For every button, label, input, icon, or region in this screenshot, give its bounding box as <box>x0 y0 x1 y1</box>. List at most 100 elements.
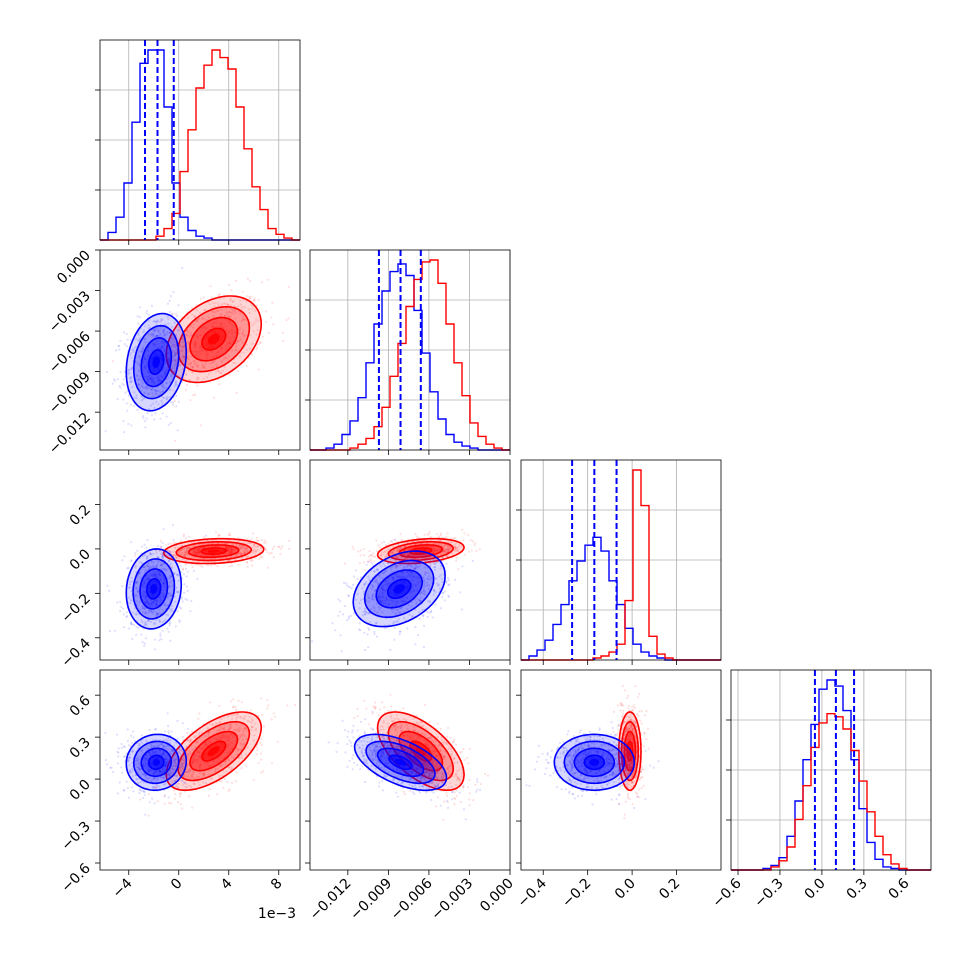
red-sample-point <box>231 349 234 352</box>
blue-sample-point <box>162 582 165 585</box>
blue-sample-point <box>127 394 130 397</box>
blue-sample-point <box>158 771 161 774</box>
red-sample-point <box>149 551 152 555</box>
blue-sample-point <box>173 352 176 355</box>
blue-sample-point <box>167 376 170 379</box>
blue-sample-point <box>424 593 427 596</box>
blue-sample-point <box>159 563 163 567</box>
blue-sample-point <box>394 608 397 612</box>
blue-sample-point <box>153 638 156 641</box>
blue-sample-point <box>375 635 379 638</box>
blue-sample-point <box>418 592 421 596</box>
blue-sample-point <box>152 552 155 555</box>
red-sample-point <box>198 356 201 360</box>
blue-sample-point <box>387 582 390 585</box>
blue-sample-point <box>181 266 184 269</box>
blue-density-peak <box>393 584 405 594</box>
blue-contour-line <box>125 548 183 630</box>
blue-sample-point <box>172 290 175 294</box>
blue-sample-point <box>358 622 361 625</box>
red-sample-point <box>184 771 187 774</box>
red-sample-point <box>242 541 246 544</box>
blue-sample-point <box>167 725 170 728</box>
red-sample-point <box>236 748 239 751</box>
red-sample-point <box>221 736 224 740</box>
blue-sample-point <box>162 556 165 559</box>
red-sample-point <box>191 565 194 569</box>
red-sample-point <box>213 763 216 766</box>
blue-sample-point <box>138 384 141 387</box>
red-sample-point <box>204 744 207 747</box>
red-sample-point <box>227 552 230 555</box>
blue-sample-point <box>169 401 172 404</box>
blue-sample-point <box>373 570 376 573</box>
blue-sample-point <box>151 612 154 615</box>
blue-sample-point <box>161 595 164 598</box>
red-sample-point <box>239 743 242 746</box>
blue-sample-point <box>137 383 140 386</box>
red-sample-point <box>208 739 211 742</box>
blue-sample-point <box>400 600 404 603</box>
red-sample-point <box>165 369 168 372</box>
red-sample-point <box>237 552 240 555</box>
red-sample-point <box>192 550 195 553</box>
red-sample-point <box>242 743 245 746</box>
blue-sample-point <box>123 626 126 629</box>
red-sample-point <box>227 549 230 552</box>
red-sample-point <box>199 547 202 550</box>
blue-sample-point <box>168 396 171 399</box>
blue-sample-point <box>361 587 364 590</box>
blue-sample-point <box>145 623 148 626</box>
red-sample-point <box>209 557 212 560</box>
red-sample-point <box>246 746 249 749</box>
red-sample-point <box>251 549 254 552</box>
blue-sample-point <box>141 742 144 745</box>
red-sample-point <box>399 546 403 550</box>
blue-sample-point <box>164 386 168 389</box>
blue-sample-point <box>129 353 132 356</box>
red-sample-point <box>185 383 189 387</box>
red-sample-point <box>195 550 199 554</box>
blue-sample-point <box>379 599 382 602</box>
red-sample-point <box>455 559 458 562</box>
blue-sample-point <box>130 599 133 602</box>
red-sample-point <box>235 543 238 546</box>
blue-sample-point <box>159 573 162 576</box>
blue-sample-point <box>443 599 446 602</box>
blue-sample-point <box>171 355 175 358</box>
red-sample-point <box>204 309 207 312</box>
red-sample-point <box>209 723 212 726</box>
red-sample-point <box>218 738 221 742</box>
blue-sample-point <box>145 375 148 378</box>
blue-contour-line <box>363 559 435 618</box>
red-sample-point <box>434 542 437 545</box>
red-sample-point <box>218 728 222 731</box>
blue-sample-point <box>417 577 420 580</box>
red-sample-point <box>294 704 297 707</box>
blue-sample-point <box>417 581 420 584</box>
blue-sample-point <box>177 590 180 593</box>
blue-sample-point <box>402 599 405 602</box>
blue-sample-point <box>389 648 392 652</box>
blue-sample-point <box>159 417 162 420</box>
blue-sample-point <box>435 577 438 581</box>
red-sample-point <box>440 544 443 547</box>
red-sample-point <box>266 278 269 281</box>
red-sample-point <box>359 549 362 552</box>
red-sample-point <box>411 554 414 557</box>
red-sample-point <box>369 558 372 561</box>
red-sample-point <box>217 738 221 742</box>
red-sample-point <box>251 719 254 722</box>
blue-sample-point <box>345 582 348 585</box>
blue-sample-point <box>381 595 384 598</box>
red-sample-point <box>197 553 200 556</box>
red-sample-point <box>222 327 225 330</box>
blue-sample-point <box>106 763 109 766</box>
red-sample-point <box>226 303 229 306</box>
blue-sample-point <box>155 604 159 607</box>
red-sample-point <box>230 733 233 736</box>
red-sample-point <box>226 549 229 552</box>
red-sample-point <box>224 318 227 321</box>
red-sample-point <box>242 549 246 552</box>
blue-sample-point <box>176 609 179 613</box>
